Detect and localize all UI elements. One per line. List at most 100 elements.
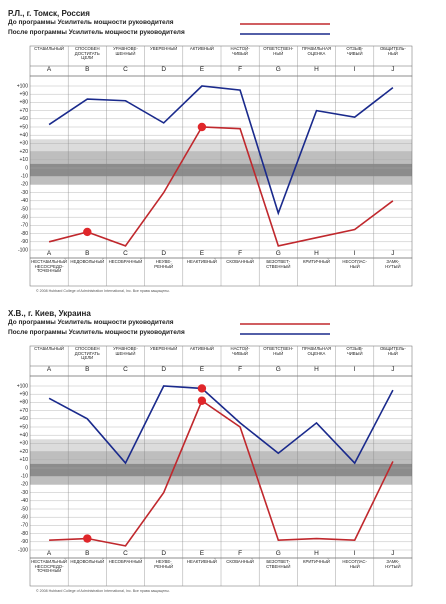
y-tick-label: +70 (20, 408, 29, 414)
bottom-label: НЕСОГЛАС- НЫЙ (342, 259, 367, 269)
category-letter: D (161, 250, 167, 257)
y-tick-label: 0 (25, 165, 28, 171)
series-line (48, 126, 394, 247)
category-letter: F (238, 66, 243, 73)
category-letter: F (238, 250, 243, 257)
category-letter: A (46, 250, 52, 257)
top-label: СПОСОБЕН ДОСТИГАТЬ ЦЕЛИ (74, 346, 100, 360)
bottom-label: НЕУВЕ- РЕННЫЙ (154, 259, 174, 269)
category-letter: G (275, 250, 281, 257)
top-label: УРАВНОВЕ- ШЕННЫЙ (113, 346, 138, 356)
top-label: ПРАВИЛЬНАЯ ОЦЕНКА (301, 46, 332, 56)
top-label: НАСТОЙ- ЧИВЫЙ (230, 46, 250, 56)
bottom-label: НЕАКТИВНЫЙ (186, 559, 217, 564)
y-tick-label: +60 (20, 416, 29, 422)
y-tick-label: -100 (18, 547, 28, 553)
category-letter: G (275, 66, 281, 73)
category-letter: E (199, 550, 205, 557)
footnote: © 2008 Hubbard College of Administration… (36, 289, 170, 293)
y-tick-label: -90 (21, 239, 28, 245)
highlight-dot (83, 227, 92, 237)
highlight-dot (197, 384, 207, 393)
bottom-label: КРИТИЧНЫЙ (302, 559, 330, 564)
category-letter: J (391, 550, 395, 557)
category-letter: E (199, 250, 205, 257)
highlight-dot (197, 396, 207, 405)
category-letter: D (161, 366, 167, 373)
y-tick-label: -70 (21, 523, 28, 529)
y-tick-label: -30 (21, 190, 28, 196)
category-letter: C (123, 366, 128, 373)
y-tick-label: -60 (21, 215, 28, 221)
top-label: АКТИВНЫЙ (189, 346, 214, 351)
y-tick-label: -40 (21, 198, 28, 204)
y-tick-label: 0 (25, 465, 28, 471)
top-label: ОТВЕТСТВЕН- НЫЙ (263, 46, 294, 56)
y-tick-label: +40 (20, 433, 29, 439)
top-label: УВЕРЕННЫЙ (150, 346, 178, 351)
bottom-label: БЕЗОТВЕТ- СТВЕННЫЙ (266, 559, 291, 569)
bottom-label: НЕСТАБИЛЬНЫЙ НЕСОСРЕДО- ТОЧЕННЫЙ (31, 259, 67, 273)
bottom-label: ЗАМК- НУТЫЙ (385, 259, 401, 269)
y-tick-label: +70 (20, 108, 29, 114)
y-tick-label: +20 (20, 449, 29, 455)
y-tick-label: -40 (21, 498, 28, 504)
y-tick-label: -80 (21, 231, 28, 237)
y-tick-label: -10 (21, 174, 28, 180)
top-label: ОТЗЫВ- ЧИВЫЙ (346, 346, 363, 356)
category-letter: I (353, 366, 356, 373)
y-tick-label: +80 (20, 100, 29, 106)
top-label: СПОСОБЕН ДОСТИГАТЬ ЦЕЛИ (74, 46, 100, 60)
category-letter: A (46, 366, 52, 373)
series-line (48, 385, 394, 465)
category-letter: B (85, 66, 90, 73)
y-tick-label: +100 (17, 383, 28, 389)
category-letter: E (199, 66, 205, 73)
top-label: ОТВЕТСТВЕН- НЫЙ (263, 346, 294, 356)
category-letter: E (199, 366, 205, 373)
category-letter: F (238, 550, 243, 557)
legend-label: До программы Усилитель мощности руководи… (8, 19, 174, 26)
y-tick-label: -30 (21, 490, 28, 496)
category-letter: B (85, 250, 90, 257)
y-tick-label: -20 (21, 182, 28, 188)
bottom-label: НЕСОБРАННЫЙ (108, 559, 143, 564)
bottom-label: НЕАКТИВНЫЙ (186, 259, 217, 264)
bottom-label: СКОВАННЫЙ (226, 259, 254, 264)
top-label: СТАБИЛЬНЫЙ (34, 46, 65, 51)
bottom-label: НЕДОВОЛЬНЫЙ (70, 559, 105, 564)
category-letter: A (46, 550, 52, 557)
category-letter: A (46, 66, 52, 73)
y-tick-label: -20 (21, 482, 28, 488)
legend-label: После программы Усилитель мощности руков… (8, 329, 185, 336)
y-tick-label: +90 (20, 92, 29, 98)
category-letter: H (314, 250, 319, 257)
category-letter: I (353, 550, 356, 557)
chart-title: Х.В., г. Киев, Украина (8, 309, 91, 318)
y-tick-label: +30 (20, 141, 29, 147)
bottom-label: КРИТИЧНЫЙ (302, 259, 330, 264)
bottom-label: НЕУВЕ- РЕННЫЙ (154, 559, 174, 569)
category-letter: B (85, 366, 90, 373)
y-tick-label: +60 (20, 116, 29, 122)
category-letter: G (275, 366, 281, 373)
y-tick-label: +20 (20, 149, 29, 155)
category-letter: I (353, 250, 356, 257)
y-tick-label: +90 (20, 392, 29, 398)
top-label: АКТИВНЫЙ (189, 46, 214, 51)
category-letter: J (391, 66, 395, 73)
chart-title: Р.Л., г. Томск, Россия (8, 9, 90, 18)
top-label: ОБЩИТЕЛЬ- НЫЙ (379, 346, 406, 356)
category-letter: D (161, 550, 167, 557)
top-label: УВЕРЕННЫЙ (150, 46, 178, 51)
top-label: ОТЗЫВ- ЧИВЫЙ (346, 46, 363, 56)
category-letter: G (275, 550, 281, 557)
y-tick-label: +80 (20, 400, 29, 406)
y-tick-label: +10 (20, 157, 29, 163)
top-label: УРАВНОВЕ- ШЕННЫЙ (113, 46, 138, 56)
y-tick-label: +40 (20, 133, 29, 139)
bottom-label: НЕДОВОЛЬНЫЙ (70, 259, 105, 264)
y-tick-label: -80 (21, 531, 28, 537)
